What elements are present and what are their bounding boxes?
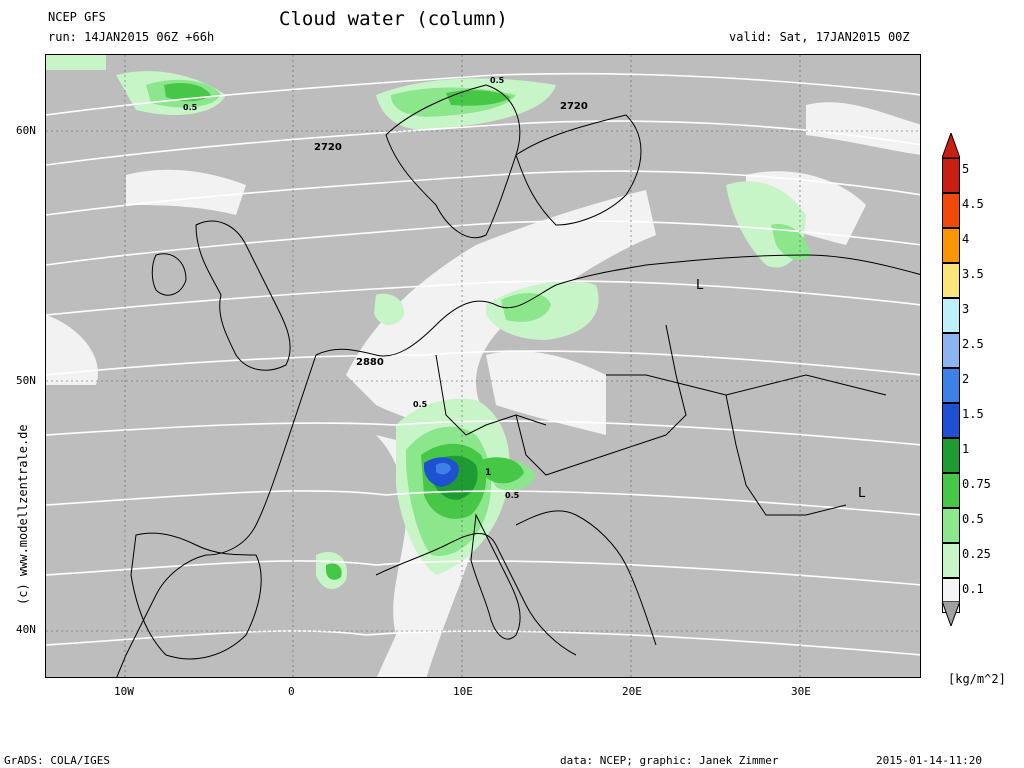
contour-label: 2880 <box>356 357 384 368</box>
legend-top-arrow <box>942 133 960 158</box>
lon-label-10e: 10E <box>453 685 473 698</box>
valid-time: valid: Sat, 17JAN2015 00Z <box>729 30 910 44</box>
lon-label-0: 0 <box>288 685 295 698</box>
lat-label-50n: 50N <box>16 374 36 387</box>
lat-label-60n: 60N <box>16 124 36 137</box>
legend-swatch <box>942 403 960 438</box>
legend-bottom-arrow <box>942 601 960 626</box>
low-pressure-marker: L <box>858 486 866 501</box>
lon-label-20e: 20E <box>622 685 642 698</box>
contour-label-group: 2720 2720 2880 0.5 0.5 0.5 0.5 1 L L <box>183 76 866 501</box>
lon-label-30e: 30E <box>791 685 811 698</box>
footer-credit: data: NCEP; graphic: Janek Zimmer <box>560 754 779 767</box>
legend-level-label: 1 <box>962 442 970 456</box>
contour-lines <box>46 72 920 656</box>
cloud-zone-2 <box>436 462 451 475</box>
legend-swatch <box>942 298 960 333</box>
legend-level-label: 3.5 <box>962 267 984 281</box>
contour-label: 2720 <box>314 142 342 153</box>
legend-swatch <box>942 193 960 228</box>
low-pressure-marker: L <box>696 278 704 293</box>
model-name: NCEP GFS <box>48 10 106 24</box>
lat-label-40n: 40N <box>16 623 36 636</box>
legend-level-label: 2 <box>962 372 970 386</box>
side-credit: (c) www.modellzentrale.de <box>16 424 30 605</box>
legend-swatch <box>942 263 960 298</box>
contour-label: 0.5 <box>413 400 428 409</box>
legend-swatch <box>942 508 960 543</box>
lon-label-10w: 10W <box>114 685 134 698</box>
legend-swatch <box>942 158 960 193</box>
legend-swatch <box>942 473 960 508</box>
contour-label: 0.5 <box>490 76 505 85</box>
legend-swatch <box>942 543 960 578</box>
legend-level-label: 4.5 <box>962 197 984 211</box>
run-info: run: 14JAN2015 06Z +66h <box>48 30 215 44</box>
footer-timestamp: 2015-01-14-11:20 <box>876 754 982 767</box>
legend-swatch <box>942 333 960 368</box>
legend-level-label: 3 <box>962 302 970 316</box>
legend-level-label: 0.1 <box>962 582 984 596</box>
contour-label: 1 <box>485 468 491 478</box>
legend-level-label: 1.5 <box>962 407 984 421</box>
map-panel: 2720 2720 2880 0.5 0.5 0.5 0.5 1 L L <box>45 54 921 678</box>
legend-level-label: 5 <box>962 162 970 176</box>
contour-label: 0.5 <box>505 491 520 500</box>
legend-level-label: 2.5 <box>962 337 984 351</box>
legend-swatch <box>942 368 960 403</box>
contour-label: 0.5 <box>183 103 198 112</box>
legend-level-label: 0.25 <box>962 547 991 561</box>
contour-label: 2720 <box>560 101 588 112</box>
graticule <box>46 55 920 677</box>
footer-software: GrADS: COLA/IGES <box>4 754 110 767</box>
legend-swatch <box>942 438 960 473</box>
legend-level-label: 4 <box>962 232 970 246</box>
legend-swatch <box>942 228 960 263</box>
coastlines <box>116 84 920 677</box>
map-canvas: 2720 2720 2880 0.5 0.5 0.5 0.5 1 L L <box>46 55 920 677</box>
legend-unit: [kg/m^2] <box>948 672 1006 686</box>
legend-level-label: 0.5 <box>962 512 984 526</box>
map-title: Cloud water (column) <box>279 8 508 30</box>
legend-level-label: 0.75 <box>962 477 991 491</box>
